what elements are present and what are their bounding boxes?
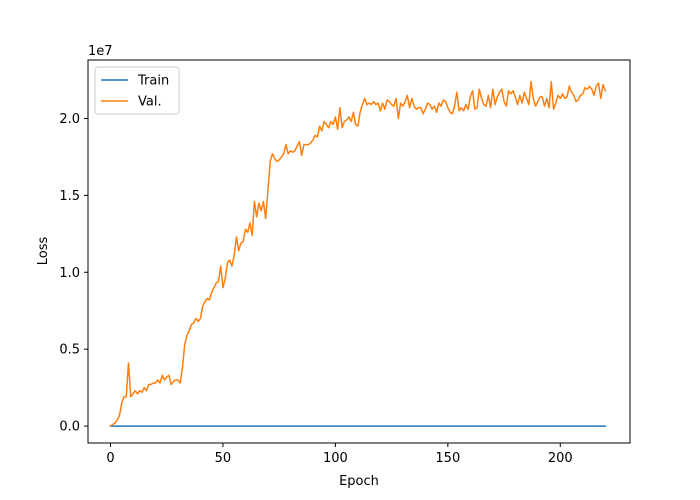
x-tick-label: 100 <box>323 451 348 466</box>
y-axis-ticks: 0.0 0.5 1.0 1.5 2.0 <box>59 112 88 435</box>
y-tick-label: 1.5 <box>59 189 80 204</box>
x-axis-label: Epoch <box>339 474 379 489</box>
y-tick-label: 0.0 <box>59 420 80 435</box>
y-tick-label: 2.0 <box>59 112 80 127</box>
legend-label: Val. <box>138 95 162 110</box>
y-offset-label: 1e7 <box>88 44 113 59</box>
plot-area-frame <box>87 59 631 444</box>
y-axis-label: Loss <box>36 237 51 266</box>
series-line-val <box>109 80 607 428</box>
legend-label: Train <box>137 74 169 89</box>
x-tick-label: 0 <box>106 451 114 466</box>
x-axis-ticks: 0 50 100 150 200 <box>106 443 573 466</box>
legend-box <box>94 66 180 115</box>
x-tick-label: 150 <box>435 451 460 466</box>
y-tick-label: 0.5 <box>59 343 80 358</box>
series-layer <box>109 80 607 428</box>
x-tick-label: 50 <box>215 451 232 466</box>
legend: Train Val. <box>94 66 180 115</box>
y-tick-label: 1.0 <box>59 266 80 281</box>
x-tick-label: 200 <box>548 451 573 466</box>
